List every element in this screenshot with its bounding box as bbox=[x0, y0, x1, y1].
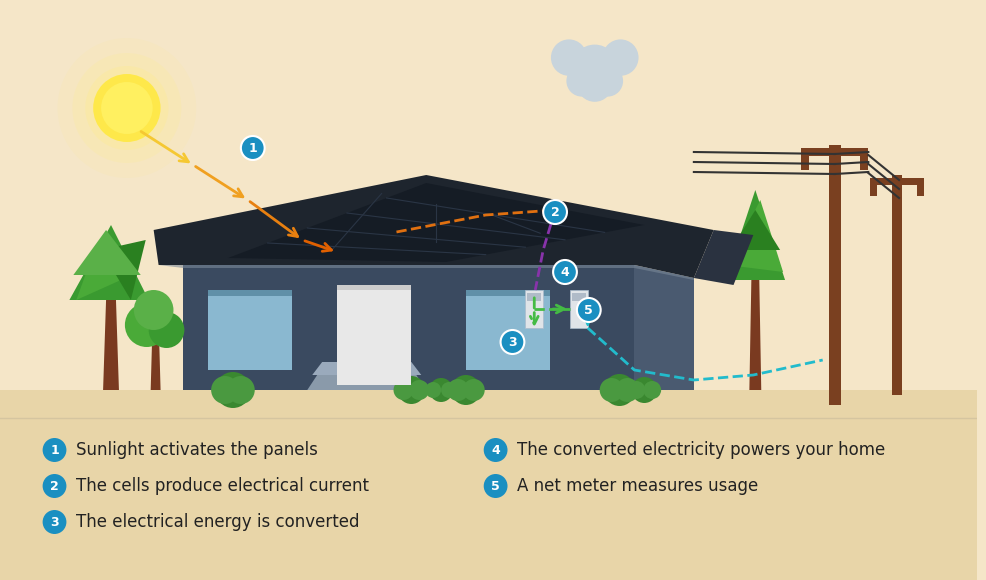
Circle shape bbox=[425, 382, 441, 398]
Circle shape bbox=[57, 38, 196, 178]
FancyBboxPatch shape bbox=[465, 290, 550, 296]
Circle shape bbox=[134, 290, 174, 330]
Circle shape bbox=[593, 66, 623, 97]
Circle shape bbox=[566, 66, 598, 97]
Polygon shape bbox=[634, 265, 694, 390]
Polygon shape bbox=[183, 265, 634, 390]
Circle shape bbox=[241, 136, 264, 160]
Text: 4: 4 bbox=[561, 266, 569, 278]
FancyBboxPatch shape bbox=[337, 285, 411, 385]
FancyBboxPatch shape bbox=[208, 290, 293, 296]
Text: The converted electricity powers your home: The converted electricity powers your ho… bbox=[518, 441, 885, 459]
Circle shape bbox=[577, 298, 600, 322]
Polygon shape bbox=[69, 225, 149, 300]
FancyBboxPatch shape bbox=[465, 290, 550, 370]
Circle shape bbox=[484, 438, 508, 462]
Text: 2: 2 bbox=[551, 205, 559, 219]
FancyBboxPatch shape bbox=[801, 148, 869, 156]
Text: 5: 5 bbox=[491, 480, 500, 492]
Circle shape bbox=[397, 376, 425, 404]
Circle shape bbox=[553, 260, 577, 284]
FancyBboxPatch shape bbox=[861, 148, 869, 170]
Polygon shape bbox=[104, 300, 119, 390]
Circle shape bbox=[551, 39, 587, 76]
Polygon shape bbox=[749, 280, 761, 390]
Circle shape bbox=[602, 39, 639, 76]
Text: A net meter measures usage: A net meter measures usage bbox=[518, 477, 758, 495]
Text: 2: 2 bbox=[50, 480, 59, 492]
FancyBboxPatch shape bbox=[572, 293, 586, 301]
Circle shape bbox=[631, 377, 658, 403]
Polygon shape bbox=[102, 240, 146, 300]
Circle shape bbox=[451, 375, 481, 405]
Circle shape bbox=[501, 330, 525, 354]
FancyBboxPatch shape bbox=[208, 290, 293, 370]
Text: 3: 3 bbox=[508, 335, 517, 349]
Text: 1: 1 bbox=[50, 444, 59, 456]
Circle shape bbox=[149, 312, 184, 348]
Circle shape bbox=[211, 376, 239, 404]
Circle shape bbox=[543, 200, 567, 224]
Circle shape bbox=[42, 474, 66, 498]
FancyBboxPatch shape bbox=[337, 285, 411, 290]
Circle shape bbox=[93, 74, 161, 142]
Circle shape bbox=[447, 379, 469, 401]
Circle shape bbox=[102, 82, 153, 134]
FancyBboxPatch shape bbox=[828, 145, 840, 405]
Circle shape bbox=[393, 380, 413, 400]
Polygon shape bbox=[228, 183, 644, 262]
FancyBboxPatch shape bbox=[0, 390, 977, 580]
Text: The cells produce electrical current: The cells produce electrical current bbox=[76, 477, 370, 495]
Text: 5: 5 bbox=[585, 303, 594, 317]
Polygon shape bbox=[313, 362, 421, 375]
Circle shape bbox=[643, 381, 662, 399]
FancyBboxPatch shape bbox=[871, 178, 878, 196]
Text: The electrical energy is converted: The electrical energy is converted bbox=[76, 513, 360, 531]
Circle shape bbox=[42, 510, 66, 534]
Polygon shape bbox=[76, 245, 121, 300]
FancyBboxPatch shape bbox=[801, 148, 809, 170]
Circle shape bbox=[42, 438, 66, 462]
Circle shape bbox=[599, 378, 623, 402]
Circle shape bbox=[85, 66, 169, 150]
Circle shape bbox=[572, 45, 618, 92]
Polygon shape bbox=[308, 375, 426, 390]
Circle shape bbox=[215, 372, 250, 408]
Circle shape bbox=[429, 378, 453, 402]
Polygon shape bbox=[159, 265, 694, 280]
Circle shape bbox=[627, 381, 645, 399]
Polygon shape bbox=[73, 230, 141, 275]
Circle shape bbox=[227, 376, 254, 404]
FancyBboxPatch shape bbox=[871, 178, 924, 185]
Circle shape bbox=[577, 66, 612, 102]
Text: 1: 1 bbox=[248, 142, 257, 154]
Polygon shape bbox=[154, 175, 714, 278]
Polygon shape bbox=[731, 210, 780, 250]
Circle shape bbox=[125, 303, 169, 347]
Text: Sunlight activates the panels: Sunlight activates the panels bbox=[76, 441, 318, 459]
Circle shape bbox=[441, 382, 457, 398]
Circle shape bbox=[72, 53, 181, 163]
FancyBboxPatch shape bbox=[528, 293, 541, 301]
Text: 3: 3 bbox=[50, 516, 59, 528]
Circle shape bbox=[484, 474, 508, 498]
FancyBboxPatch shape bbox=[892, 175, 902, 395]
Polygon shape bbox=[728, 200, 783, 272]
Circle shape bbox=[615, 378, 639, 402]
FancyBboxPatch shape bbox=[570, 290, 588, 328]
Circle shape bbox=[603, 374, 635, 406]
Polygon shape bbox=[726, 190, 785, 280]
FancyBboxPatch shape bbox=[917, 178, 924, 196]
Polygon shape bbox=[694, 230, 753, 285]
Circle shape bbox=[462, 379, 485, 401]
FancyBboxPatch shape bbox=[526, 290, 543, 328]
Polygon shape bbox=[151, 320, 161, 390]
Text: 4: 4 bbox=[491, 444, 500, 456]
Circle shape bbox=[409, 380, 429, 400]
